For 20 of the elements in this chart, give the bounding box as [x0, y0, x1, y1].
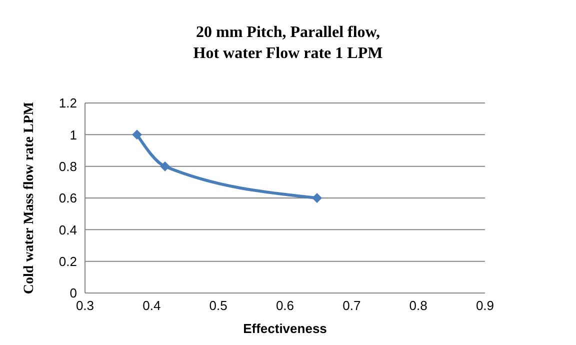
- y-tick-label: 0.6: [58, 190, 77, 206]
- y-tick-label: 0.4: [58, 222, 77, 238]
- y-tick-label: 1.2: [58, 96, 77, 111]
- point: [160, 161, 170, 172]
- y-axis-title: Cold water Mass flow rate LPM: [22, 102, 37, 294]
- x-tick-label: 0.6: [276, 298, 294, 314]
- y-tick-label: 0.2: [58, 254, 77, 269]
- chart-title: 20 mm Pitch, Parallel flow, Hot water Flow rate 1 LPM: [192, 23, 384, 64]
- x-tick-label: 0.5: [209, 298, 228, 314]
- x-tick-label: 0.8: [409, 298, 428, 314]
- x-tick-label: 0.3: [76, 298, 94, 314]
- x-axis-title: Effectiveness: [243, 321, 327, 336]
- x-tick-label: 0.7: [342, 298, 361, 314]
- y-tick-label: 0: [70, 286, 77, 301]
- x-tick-label: 0.4: [142, 298, 161, 314]
- x-tick-label: 0.9: [476, 298, 494, 314]
- point: [312, 193, 322, 203]
- y-tick-label: 1: [70, 127, 77, 142]
- point: [132, 130, 142, 140]
- y-tick-label: 0.8: [58, 158, 77, 174]
